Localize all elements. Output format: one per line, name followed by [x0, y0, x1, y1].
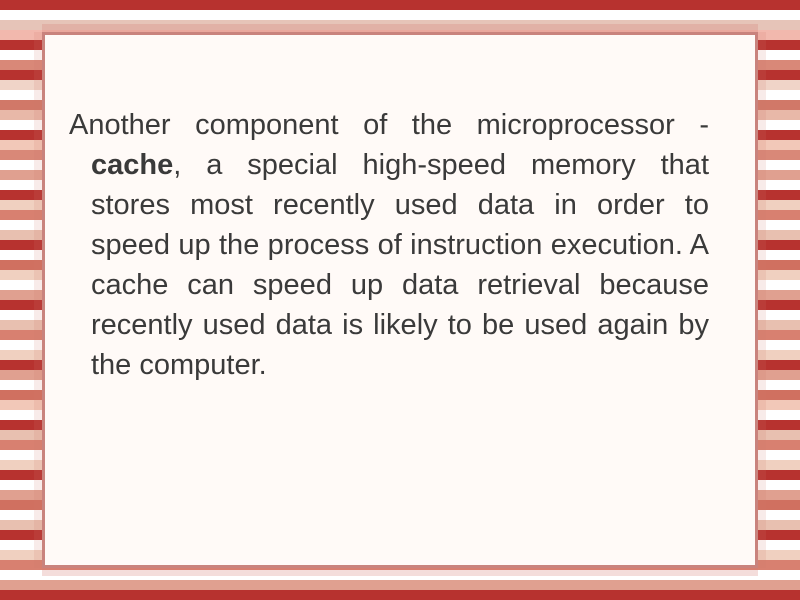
body-paragraph: Another component of the microprocessor … — [91, 105, 709, 385]
content-frame: Another component of the microprocessor … — [42, 32, 758, 568]
bg-stripe — [0, 20, 800, 30]
bg-stripe — [0, 10, 800, 20]
bg-stripe — [0, 590, 800, 600]
bg-stripe — [0, 0, 800, 10]
bg-stripe — [0, 570, 800, 580]
bg-stripe — [0, 580, 800, 590]
lead-text: Another component of the microprocessor … — [69, 109, 709, 141]
bold-term: cache — [91, 149, 173, 181]
rest-text: , a special high-speed memory that store… — [91, 149, 709, 381]
